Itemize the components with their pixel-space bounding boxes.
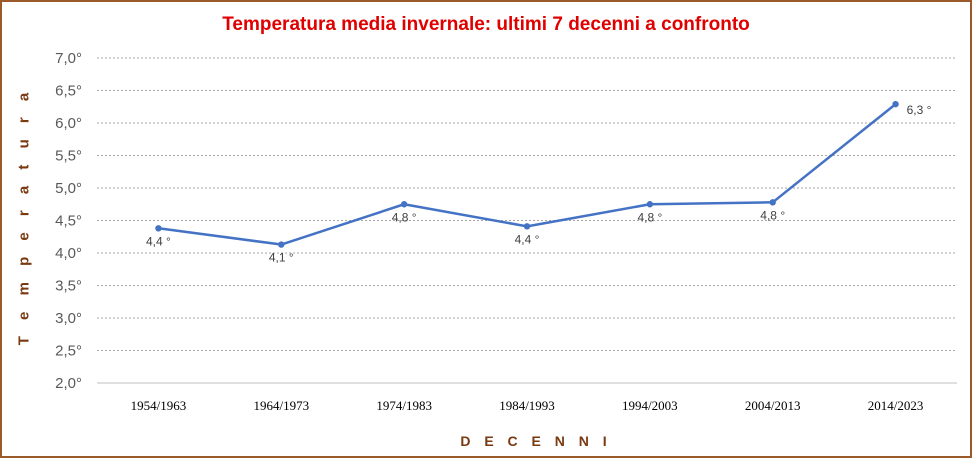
- data-point: [892, 100, 899, 108]
- y-tick-label: 5,5°: [55, 148, 82, 165]
- x-tick-label: 2014/2023: [868, 398, 924, 413]
- chart-title: Temperatura media invernale: ultimi 7 de…: [222, 14, 750, 35]
- x-axis-ticks: 1954/1963 1964/1973 1974/1983 1984/1993 1994…: [131, 398, 924, 413]
- data-label: 4,8 °: [392, 210, 417, 224]
- data-point: [646, 201, 654, 208]
- data-labels: 4,4 ° 4,1 ° 4,8 ° 4,4 ° 4,8 ° 4,8 ° 6,3 °: [146, 103, 932, 264]
- x-tick-label: 1994/2003: [622, 398, 678, 413]
- y-tick-label: 6,0°: [55, 115, 82, 132]
- x-tick-label: 2004/2013: [745, 398, 801, 413]
- x-axis-title: D E C E N N I: [460, 433, 612, 449]
- data-label: 4,1 °: [269, 251, 294, 265]
- y-tick-label: 4,0°: [55, 245, 82, 262]
- x-tick-label: 1964/1973: [253, 398, 309, 413]
- data-point: [400, 201, 408, 208]
- y-tick-label: 2,5°: [55, 343, 82, 360]
- y-tick-label: 3,5°: [55, 278, 82, 295]
- data-label: 6,3 °: [907, 103, 932, 117]
- x-tick-label: 1984/1993: [499, 398, 555, 413]
- data-label: 4,8 °: [637, 210, 662, 224]
- data-point: [523, 223, 531, 230]
- data-label: 4,8 °: [760, 208, 785, 222]
- data-point: [155, 225, 162, 232]
- y-tick-label: 5,0°: [55, 180, 82, 197]
- y-tick-label: 3,0°: [55, 310, 82, 327]
- x-tick-label: 1974/1983: [376, 398, 432, 413]
- data-label: 4,4 °: [515, 232, 540, 246]
- y-tick-label: 2,0°: [55, 375, 82, 392]
- data-label: 4,4 °: [146, 234, 171, 248]
- y-tick-label: 7,0°: [55, 50, 82, 67]
- data-point: [278, 241, 285, 248]
- y-tick-label: 4,5°: [55, 213, 82, 230]
- data-point: [769, 199, 776, 206]
- y-axis-ticks: 2,0° 2,5° 3,0° 3,5° 4,0° 4,5° 5,0° 5,5° 6,0° 6,5°…: [55, 50, 82, 392]
- y-tick-label: 6,5°: [55, 83, 82, 100]
- series-temperatura: [155, 100, 899, 248]
- gridlines: [97, 57, 957, 384]
- x-tick-label: 1954/1963: [131, 398, 187, 413]
